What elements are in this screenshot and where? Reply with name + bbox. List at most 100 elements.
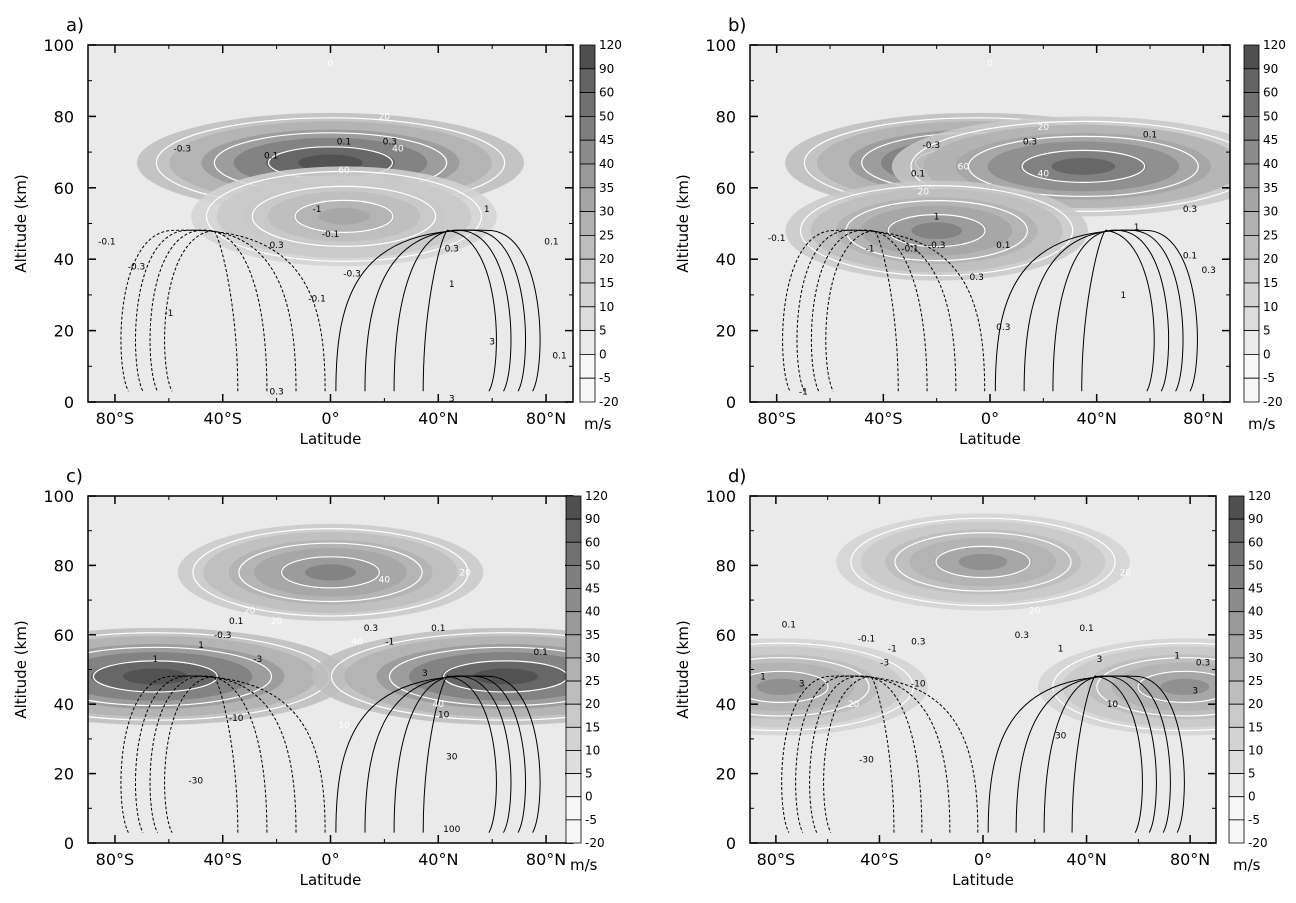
white-contour-label: 20: [244, 607, 256, 617]
colorbar-label: -5: [1248, 813, 1260, 827]
contour-negative: [120, 229, 326, 392]
white-contour-label: 60: [338, 166, 350, 176]
colorbar-swatch: [565, 819, 582, 844]
colorbar-label: 35: [599, 181, 614, 195]
y-tick-label: 40: [716, 250, 736, 269]
x-tick-label: 80°S: [757, 850, 796, 869]
colorbar-label: 15: [599, 276, 614, 290]
colorbar-swatch: [579, 234, 596, 260]
colorbar-swatch: [1228, 588, 1245, 613]
panel-label: d): [728, 466, 746, 487]
colorbar-swatch: [1243, 282, 1260, 308]
colorbar-unit: m/s: [570, 856, 598, 874]
white-contour-label: 20: [379, 112, 391, 122]
colorbar-swatch: [565, 657, 582, 682]
contour-positive: [1071, 675, 1143, 833]
white-contour: [205, 170, 483, 262]
colorbar-swatch: [1228, 773, 1245, 798]
white-contour-label: 0: [987, 59, 993, 69]
colorbar-label: 15: [585, 720, 600, 734]
colorbar-label: 25: [599, 228, 614, 242]
contour-label: -0.1: [98, 237, 116, 247]
colorbar-label: -20: [599, 395, 619, 409]
colorbar-label: 120: [1248, 489, 1271, 503]
x-tick-label: 40°S: [203, 409, 242, 428]
y-tick-label: 100: [705, 36, 736, 55]
colorbar-label: 35: [585, 628, 600, 642]
contour-label: 3: [1192, 686, 1198, 696]
contour-label: 1: [1058, 645, 1064, 655]
contour-negative: [809, 675, 923, 833]
x-tick-label: 0°: [321, 850, 339, 869]
colorbar-label: 15: [1248, 720, 1263, 734]
white-contour-label: 40: [1038, 170, 1050, 180]
y-tick-label: 80: [54, 556, 74, 575]
contour-label: -0.1: [308, 294, 326, 304]
colorbar-swatch: [565, 541, 582, 566]
x-tick-label: 80°S: [757, 409, 796, 428]
y-tick-label: 0: [64, 834, 74, 853]
contour-label: 0.3: [1196, 659, 1210, 669]
contour-positive: [1052, 229, 1170, 392]
contour-label: -1: [888, 645, 897, 655]
contour-label: 0.1: [782, 620, 796, 630]
colorbar-swatch: [579, 163, 596, 189]
contour-label: 30: [1055, 731, 1067, 741]
contour-label: 0.3: [445, 244, 459, 254]
white-contour-label: 20: [459, 568, 471, 578]
colorbar-label: 45: [599, 133, 614, 147]
contour-label: 0.1: [544, 237, 558, 247]
white-contour-label: 20: [918, 187, 930, 197]
panel-label: c): [66, 466, 83, 487]
x-axis-label: Latitude: [952, 871, 1014, 889]
contour-positive: [994, 229, 1198, 392]
jet-shade: [756, 678, 806, 695]
colorbar-label: 20: [1248, 697, 1263, 711]
white-contour: [92, 660, 218, 693]
colorbar-label: 90: [1248, 512, 1263, 526]
colorbar-label: -5: [599, 371, 611, 385]
colorbar-swatch: [1228, 634, 1245, 659]
contour-label: 1: [484, 205, 490, 215]
colorbar-label: 20: [1263, 252, 1278, 266]
contour-label: 3: [449, 394, 455, 404]
white-contour: [1137, 670, 1216, 703]
colorbar-label: -20: [585, 836, 605, 850]
colorbar-swatch: [565, 588, 582, 613]
colorbar-label: 45: [1248, 582, 1263, 596]
x-tick-label: 80°N: [526, 409, 566, 428]
colorbar-swatch: [565, 611, 582, 636]
white-contour: [887, 214, 986, 248]
jet-shade: [958, 553, 1008, 571]
white-contour: [799, 185, 1074, 277]
colorbar-label: 0: [1263, 347, 1271, 361]
contour-label: 0.1: [534, 648, 548, 658]
white-contour-label: 20: [1029, 607, 1041, 617]
white-contour-label: 10: [338, 721, 350, 731]
contour-positive: [1081, 229, 1155, 392]
colorbar-swatch: [1243, 163, 1260, 189]
colorbar-label: 120: [585, 489, 608, 503]
y-tick-label: 20: [716, 322, 736, 341]
contour-positive: [393, 229, 512, 392]
colorbar-swatch: [565, 796, 582, 821]
shaded-field: 0 20 40 60 20 -0.3 0.3 0.1 0.1 1 1 0.3 -0.1 -0.3 0.1 0.…: [750, 45, 1230, 402]
y-tick-label: 20: [716, 765, 736, 784]
white-contour: [1021, 149, 1146, 183]
contour-label: 0.3: [269, 387, 283, 397]
contour-label: 0.3: [1015, 631, 1029, 641]
colorbar-swatch: [579, 377, 596, 403]
colorbar-label: 0: [1248, 790, 1256, 804]
colorbar-label: 50: [1263, 109, 1278, 123]
x-tick-label: 80°N: [1183, 409, 1223, 428]
colorbar-label: 25: [1263, 228, 1278, 242]
colorbar-label: 5: [1263, 324, 1271, 338]
contour-label: 0.1: [337, 137, 351, 147]
contour-label: 0.3: [911, 638, 925, 648]
colorbar-label: 50: [599, 109, 614, 123]
contour-label: -30: [188, 777, 203, 787]
